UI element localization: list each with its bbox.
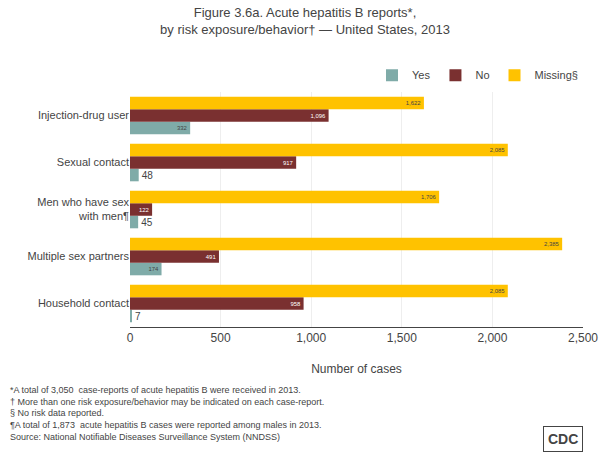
svg-text:174: 174: [148, 266, 159, 272]
svg-text:122: 122: [139, 207, 149, 213]
svg-text:2,500: 2,500: [568, 331, 598, 345]
svg-text:1,000: 1,000: [296, 331, 326, 345]
svg-text:Sexual contact: Sexual contact: [57, 156, 129, 168]
svg-text:Injection-drug user: Injection-drug user: [38, 109, 129, 121]
svg-text:No: No: [475, 69, 489, 81]
svg-text:1,706: 1,706: [421, 194, 437, 200]
svg-text:Multiple sex partners: Multiple sex partners: [28, 250, 130, 262]
svg-text:Figure 3.6a. Acute hepatitis B: Figure 3.6a. Acute hepatitis B reports*,…: [160, 5, 450, 37]
svg-text:Number of cases: Number of cases: [311, 362, 402, 376]
svg-text:2,085: 2,085: [490, 147, 506, 153]
svg-text:Household contact: Household contact: [38, 297, 129, 309]
svg-text:500: 500: [211, 331, 231, 345]
svg-text:Missing§: Missing§: [535, 69, 578, 81]
svg-text:1,500: 1,500: [387, 331, 417, 345]
svg-text:45: 45: [141, 217, 153, 228]
svg-text:917: 917: [283, 160, 293, 166]
svg-text:2,385: 2,385: [544, 241, 560, 247]
svg-text:*A total of 3,050 case-report: *A total of 3,050 case-reports of acute …: [10, 385, 324, 442]
svg-text:491: 491: [206, 254, 217, 260]
svg-text:7: 7: [135, 311, 141, 322]
svg-text:2,000: 2,000: [477, 331, 507, 345]
svg-text:2,085: 2,085: [490, 288, 506, 294]
svg-text:332: 332: [177, 125, 187, 131]
svg-text:48: 48: [142, 170, 154, 181]
svg-text:Men who have sexwith men¶: Men who have sexwith men¶: [37, 196, 129, 222]
svg-text:1,622: 1,622: [406, 100, 421, 106]
svg-text:1,096: 1,096: [310, 113, 326, 119]
svg-text:0: 0: [127, 331, 134, 345]
svg-text:CDC: CDC: [548, 431, 578, 447]
svg-text:Yes: Yes: [412, 69, 430, 81]
svg-text:958: 958: [290, 301, 301, 307]
